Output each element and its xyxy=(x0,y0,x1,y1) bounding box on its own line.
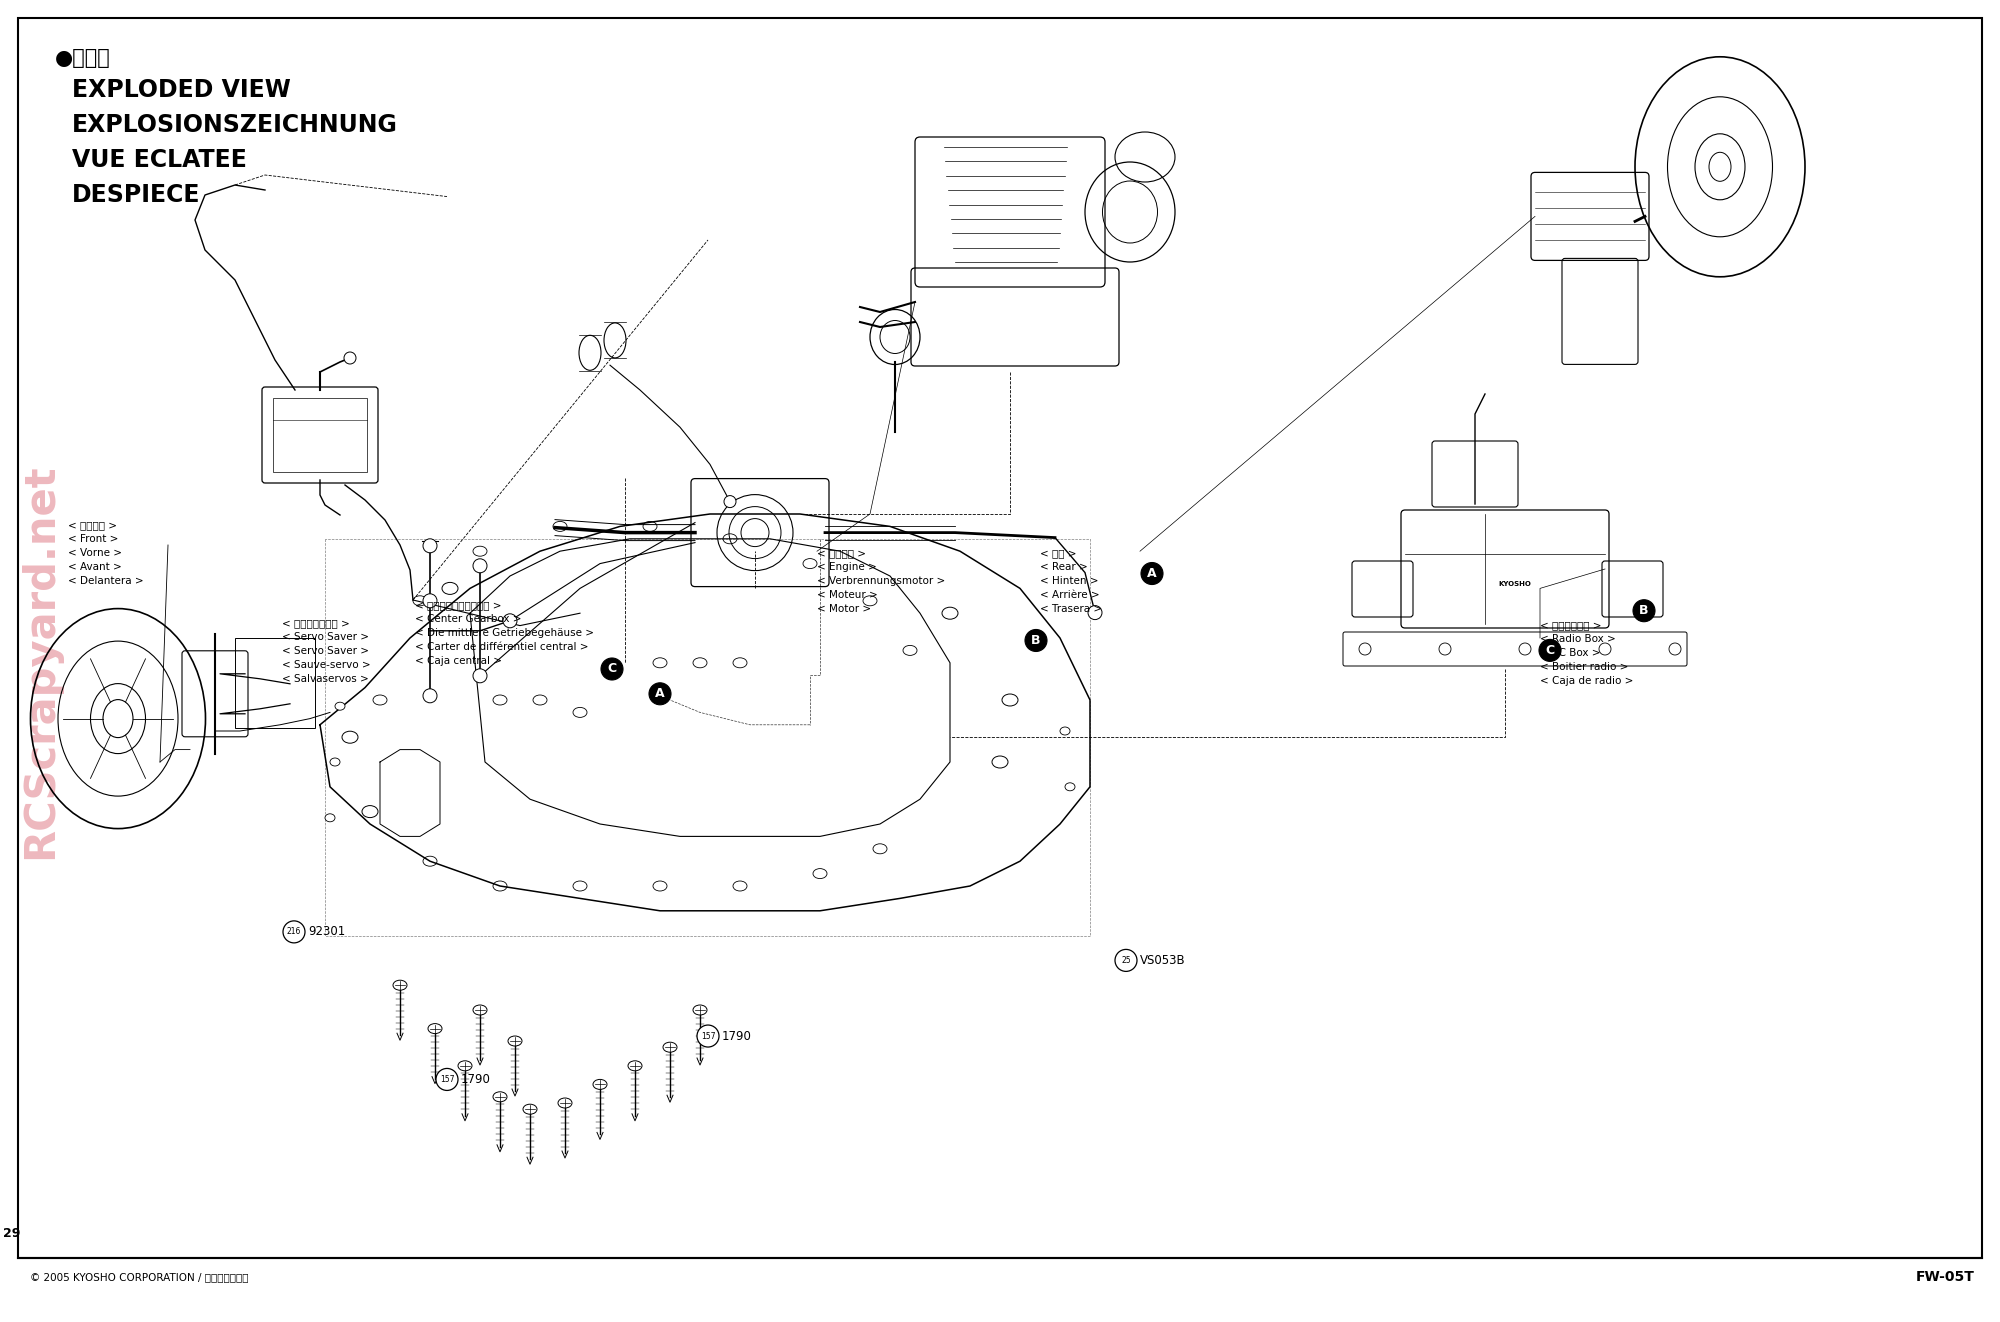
Text: 157: 157 xyxy=(440,1075,454,1084)
Circle shape xyxy=(1668,642,1680,654)
Text: C: C xyxy=(608,662,616,676)
Text: A: A xyxy=(1148,567,1156,580)
Circle shape xyxy=(648,682,672,705)
Ellipse shape xyxy=(558,1099,572,1108)
Text: < センターギヤボックス >
< Center Gearbox >
< Die mittlere Getriebegehäuse >
< Carter de d: < センターギヤボックス > < Center Gearbox > < Die … xyxy=(416,600,594,666)
Circle shape xyxy=(504,613,516,628)
Circle shape xyxy=(1360,642,1372,654)
Circle shape xyxy=(284,921,304,943)
Text: EXPLOSIONSZEICHNUNG: EXPLOSIONSZEICHNUNG xyxy=(72,112,398,137)
Circle shape xyxy=(1520,642,1532,654)
Circle shape xyxy=(436,1068,458,1091)
Ellipse shape xyxy=(362,805,378,817)
Ellipse shape xyxy=(336,702,346,710)
Ellipse shape xyxy=(664,1042,676,1052)
Text: KYOSHO: KYOSHO xyxy=(1498,580,1532,587)
Bar xyxy=(272,398,368,472)
Ellipse shape xyxy=(428,1023,442,1034)
Text: VS053B: VS053B xyxy=(1140,954,1186,966)
Text: < サーボセイバー >
< Servo Saver >
< Servo Saver >
< Sauve-servo >
< Salvaservos >: < サーボセイバー > < Servo Saver > < Servo Save… xyxy=(282,617,370,683)
Ellipse shape xyxy=(1060,727,1070,735)
Circle shape xyxy=(424,689,436,703)
Text: 1790: 1790 xyxy=(722,1030,752,1043)
Text: 1790: 1790 xyxy=(460,1073,490,1085)
Text: 25: 25 xyxy=(1122,956,1130,965)
Circle shape xyxy=(344,352,356,364)
Ellipse shape xyxy=(330,758,340,765)
Bar xyxy=(236,639,316,728)
Ellipse shape xyxy=(992,756,1008,768)
Ellipse shape xyxy=(392,980,408,990)
Ellipse shape xyxy=(1064,783,1076,791)
Ellipse shape xyxy=(592,1079,608,1089)
Text: 157: 157 xyxy=(700,1031,716,1040)
Text: 29: 29 xyxy=(4,1227,20,1240)
Circle shape xyxy=(474,669,488,682)
Circle shape xyxy=(1600,642,1612,654)
Ellipse shape xyxy=(942,607,958,619)
Text: 92301: 92301 xyxy=(308,925,346,939)
Text: DESPIECE: DESPIECE xyxy=(72,182,200,208)
Text: B: B xyxy=(1640,604,1648,617)
Ellipse shape xyxy=(508,1036,522,1046)
Ellipse shape xyxy=(628,1060,642,1071)
Ellipse shape xyxy=(694,1005,708,1015)
Text: FW-05T: FW-05T xyxy=(1916,1270,1976,1284)
Text: < メカボックス >
< Radio Box >
< RC Box >
< Boitier radio >
< Caja de radio >: < メカボックス > < Radio Box > < RC Box > < Bo… xyxy=(1540,620,1634,686)
Text: C: C xyxy=(1546,644,1554,657)
Circle shape xyxy=(1632,600,1656,621)
Circle shape xyxy=(698,1025,720,1047)
Circle shape xyxy=(1440,642,1452,654)
Ellipse shape xyxy=(474,1005,488,1015)
Text: < フロント >
< Front >
< Vorne >
< Avant >
< Delantera >: < フロント > < Front > < Vorne > < Avant > <… xyxy=(68,520,144,586)
Text: VUE ECLATEE: VUE ECLATEE xyxy=(72,148,246,172)
Text: B: B xyxy=(1032,635,1040,646)
Circle shape xyxy=(1116,949,1136,972)
Ellipse shape xyxy=(442,583,458,595)
Ellipse shape xyxy=(1002,694,1018,706)
Circle shape xyxy=(1024,629,1048,652)
Circle shape xyxy=(1088,605,1102,620)
Ellipse shape xyxy=(458,1060,472,1071)
Circle shape xyxy=(474,559,488,572)
Text: A: A xyxy=(656,687,664,701)
Text: EXPLODED VIEW: EXPLODED VIEW xyxy=(72,78,290,102)
Text: © 2005 KYOSHO CORPORATION / 禁無断転載複製: © 2005 KYOSHO CORPORATION / 禁無断転載複製 xyxy=(30,1272,248,1282)
Text: ●分解図: ●分解図 xyxy=(56,48,110,67)
Ellipse shape xyxy=(524,1104,536,1114)
Text: < エンジン >
< Engine >
< Verbrennungsmotor >
< Moteur >
< Motor >: < エンジン > < Engine > < Verbrennungsmotor … xyxy=(818,549,946,613)
Ellipse shape xyxy=(342,731,358,743)
Circle shape xyxy=(424,539,436,553)
Circle shape xyxy=(724,496,736,508)
Circle shape xyxy=(424,594,436,608)
Text: 216: 216 xyxy=(286,927,302,936)
Text: RCScrapyard.net: RCScrapyard.net xyxy=(18,463,62,859)
Circle shape xyxy=(1540,640,1560,661)
Ellipse shape xyxy=(492,1092,508,1101)
Circle shape xyxy=(1140,563,1164,584)
Circle shape xyxy=(600,658,624,680)
Ellipse shape xyxy=(324,814,336,822)
Text: < リヤ >
< Rear >
< Hinten >
< Arrière >
< Trasera >: < リヤ > < Rear > < Hinten > < Arrière > <… xyxy=(1040,549,1102,613)
